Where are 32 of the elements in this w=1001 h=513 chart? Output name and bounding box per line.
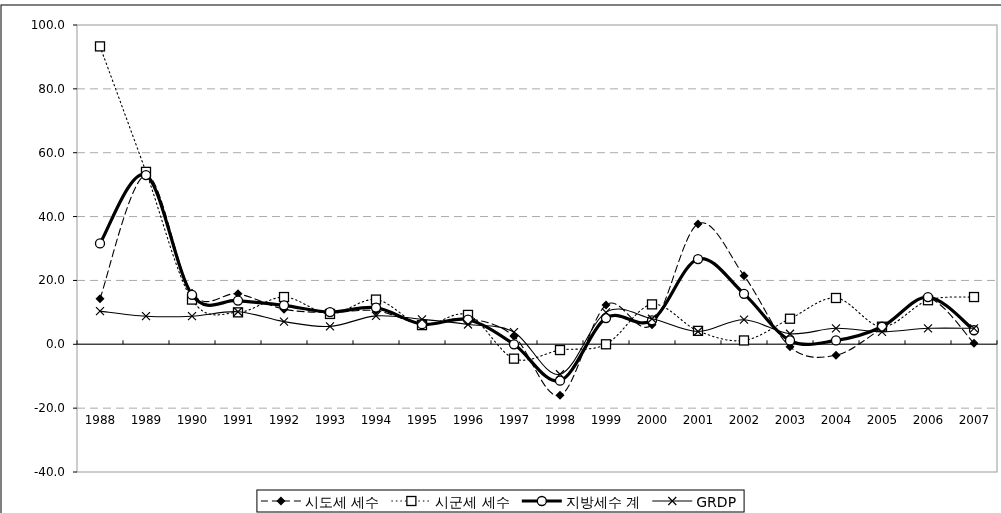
legend-label: 시도세 세수: [304, 494, 380, 510]
y-tick-label: -40.0: [33, 465, 65, 479]
x-tick-label: 1990: [176, 413, 208, 428]
x-tick-label: 2001: [682, 413, 714, 428]
x-tick-label: 1999: [590, 413, 622, 428]
x-tick-label: 1992: [268, 413, 300, 428]
x-tick-label: 1998: [544, 413, 576, 428]
x-tick-label: 1994: [360, 413, 392, 428]
x-tick-label: 1993: [314, 413, 346, 428]
x-tick-label: 2000: [636, 413, 668, 428]
y-tick-label: 0.0: [45, 337, 65, 352]
x-tick-label: 2006: [912, 413, 944, 428]
x-tick-label: 2003: [774, 413, 806, 428]
x-tick-label: 1996: [452, 413, 484, 428]
x-tick-label: 2004: [820, 413, 852, 428]
x-tick-label: 2007: [958, 413, 990, 428]
x-tick-label: 1991: [222, 413, 254, 428]
x-tick-label: 2005: [866, 413, 898, 428]
x-tick-label: 1995: [406, 413, 438, 428]
legend-label: 지방세수 계: [565, 494, 641, 510]
y-tick-label: 40.0: [38, 209, 65, 224]
y-tick-label: 100.0: [30, 18, 65, 32]
legend-label: GRDP: [696, 494, 737, 510]
x-tick-label: 1988: [84, 413, 116, 428]
y-tick-label: 20.0: [38, 273, 65, 288]
y-tick-label: -20.0: [33, 401, 65, 416]
x-tick-label: 1997: [498, 413, 530, 428]
legend-label: 시군세 세수: [435, 494, 510, 510]
x-tick-label: 2002: [728, 413, 760, 428]
x-tick-label: 1989: [130, 413, 162, 428]
y-tick-label: 80.0: [38, 81, 65, 96]
y-tick-label: 60.0: [38, 145, 65, 160]
